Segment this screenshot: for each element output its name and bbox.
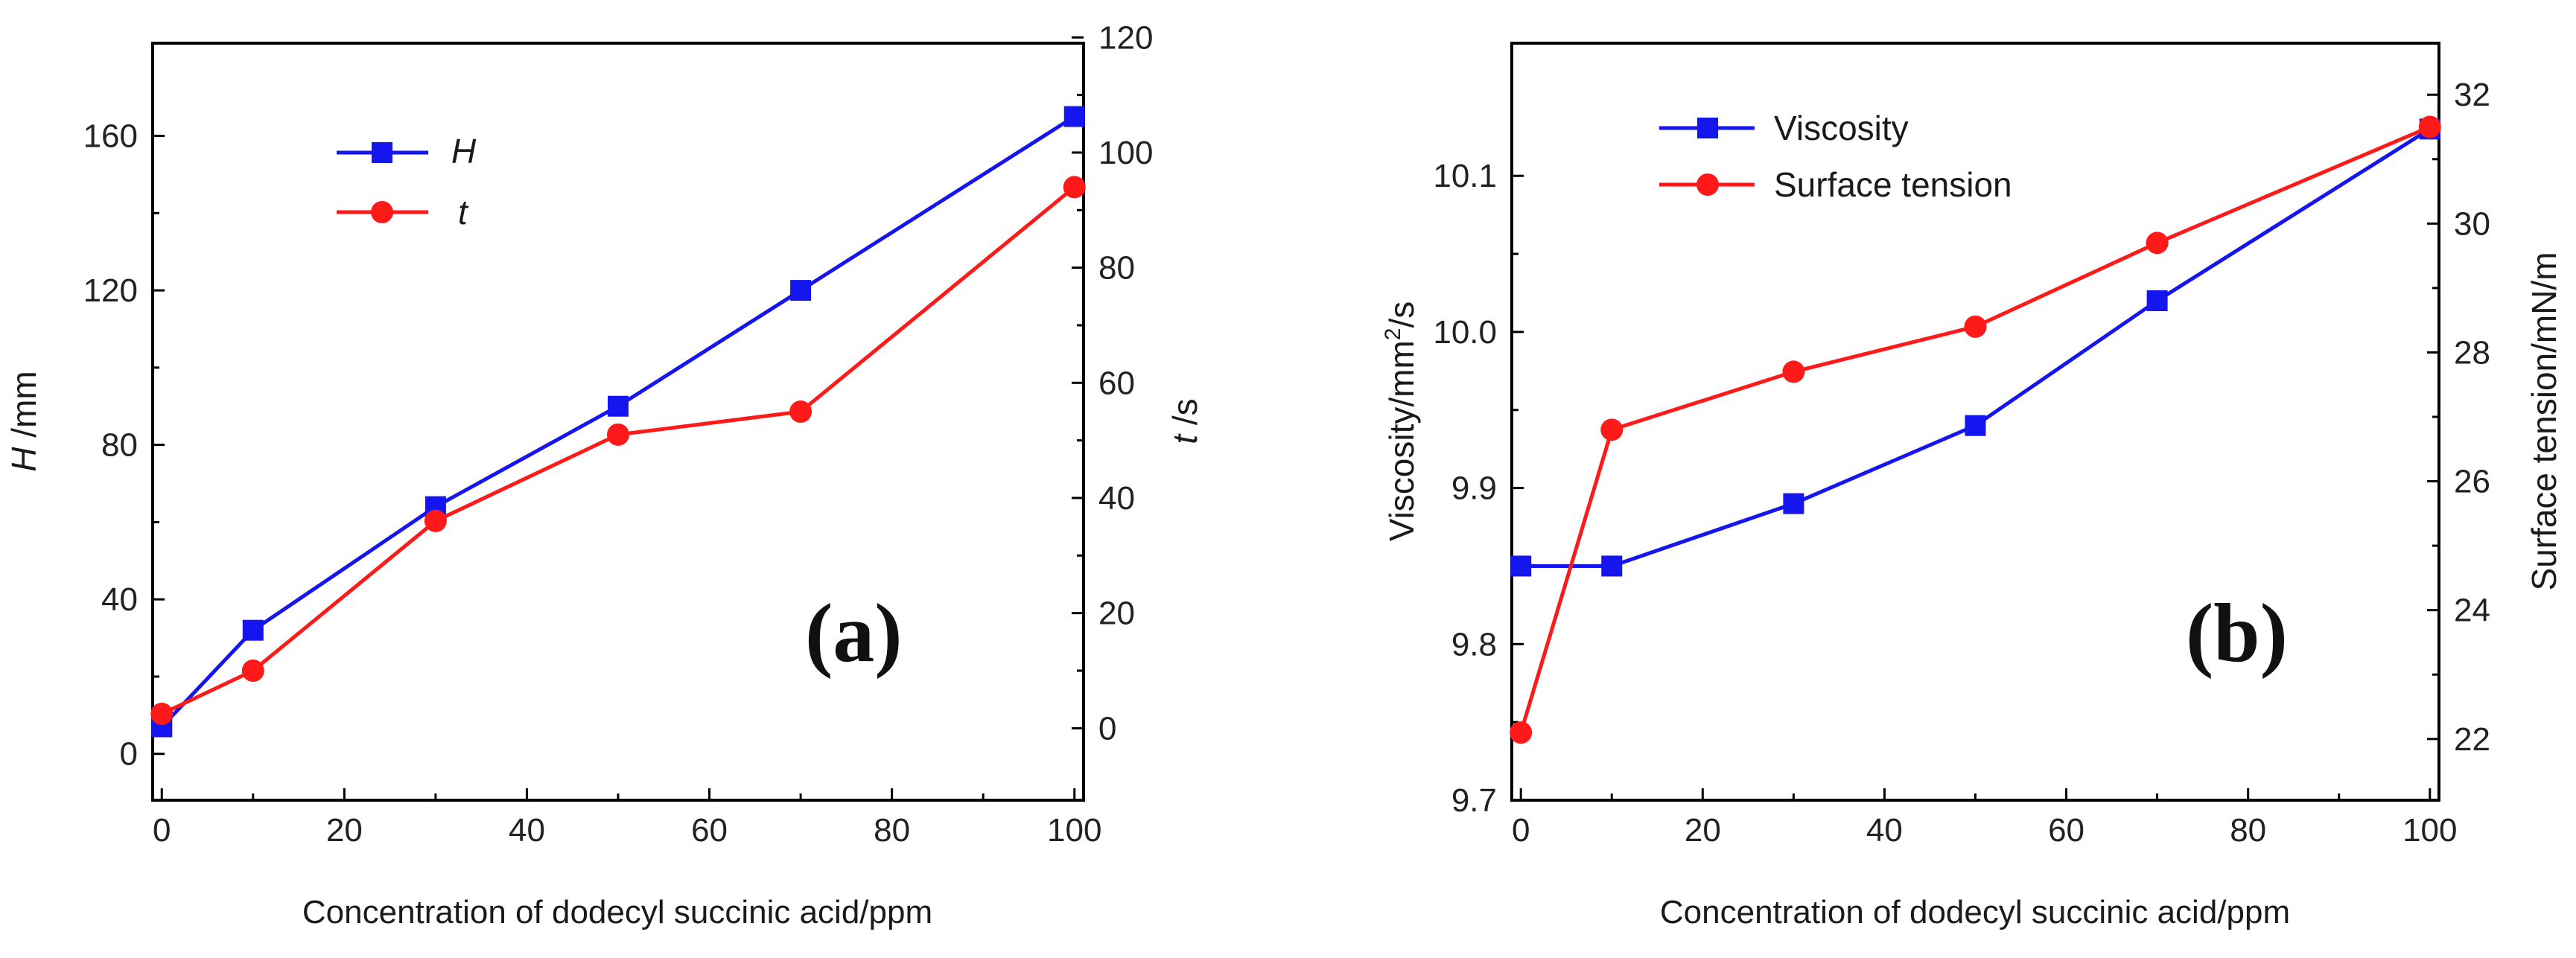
data-point-viscosity bbox=[1965, 415, 1986, 436]
right-tick-label: 80 bbox=[1098, 250, 1135, 287]
x-tick-label: 100 bbox=[1047, 812, 1101, 849]
panel-b-label: (b) bbox=[2186, 587, 2288, 680]
data-point-viscosity bbox=[1601, 555, 1623, 577]
right-tick-label: 32 bbox=[2454, 77, 2490, 113]
data-point-h bbox=[242, 619, 264, 641]
data-point-surface-tension bbox=[1510, 721, 1533, 744]
left-axis-unit: /mm bbox=[4, 371, 43, 447]
x-tick-label: 80 bbox=[2230, 812, 2266, 849]
viscosity-axis-tail: /s bbox=[1382, 301, 1421, 328]
panel-b-legend: Viscosity Surface tension bbox=[1659, 109, 2012, 204]
left-tick-label: 160 bbox=[83, 118, 138, 155]
viscosity-axis-sup: 2 bbox=[1381, 328, 1405, 341]
panel-a: 0 20 40 60 80 100 0 40 80 120 160 0 20 40 60 80 100 120… bbox=[4, 19, 1204, 930]
legend-viscosity-marker bbox=[1697, 118, 1718, 138]
viscosity-axis-main: Viscosity/mm bbox=[1382, 340, 1421, 541]
left-tick-label: 80 bbox=[101, 427, 138, 464]
panel-b-series bbox=[1510, 115, 2441, 744]
data-point-t bbox=[1063, 176, 1086, 199]
panel-a-left-axis-title: H /mm bbox=[4, 371, 43, 471]
left-axis-var: H bbox=[4, 447, 43, 472]
x-tick-label: 20 bbox=[1685, 812, 1721, 849]
right-tick-label: 0 bbox=[1098, 710, 1116, 747]
right-tick-label: 22 bbox=[2454, 721, 2490, 758]
x-tick-label: 20 bbox=[326, 812, 363, 849]
x-tick-label: 100 bbox=[2402, 812, 2457, 849]
panel-b-left-axis-title: Viscosity/mm2/s bbox=[1381, 301, 1421, 542]
x-tick-label: 40 bbox=[509, 812, 545, 849]
series-line-t bbox=[161, 185, 1076, 716]
left-tick-label: 9.7 bbox=[1451, 782, 1497, 819]
x-tick-label: 0 bbox=[153, 812, 171, 849]
left-tick-label: 120 bbox=[83, 272, 138, 309]
right-tick-label: 28 bbox=[2454, 334, 2490, 371]
panel-a-x-axis-title: Concentration of dodecyl succinic acid/p… bbox=[302, 894, 932, 930]
panel-b: 0 20 40 60 80 100 9.7 9.8 9.9 10.0 10.1 22 24 26 28 3… bbox=[1381, 42, 2563, 930]
data-point-viscosity bbox=[1510, 555, 1532, 577]
right-tick-label: 120 bbox=[1098, 19, 1153, 56]
panel-a-right-axis-title: t /s bbox=[1165, 398, 1204, 444]
x-tick-label: 40 bbox=[1866, 812, 1903, 849]
data-point-t bbox=[789, 400, 812, 423]
right-tick-label: 26 bbox=[2454, 464, 2490, 500]
series-line-surface-tension bbox=[1518, 125, 2431, 733]
left-tick-label: 40 bbox=[101, 581, 138, 618]
panel-a-label: (a) bbox=[805, 587, 903, 680]
panel-b-right-axis-title: Surface tension/mN/m bbox=[2525, 252, 2563, 590]
data-point-viscosity bbox=[1783, 493, 1804, 514]
data-point-surface-tension bbox=[2146, 231, 2169, 255]
panel-a-left-ticks: 0 40 80 120 160 bbox=[83, 118, 165, 773]
right-axis-var: t bbox=[1165, 433, 1204, 444]
series-line-h bbox=[160, 115, 1076, 729]
data-point-surface-tension bbox=[1782, 360, 1805, 383]
panel-b-left-ticks: 9.7 9.8 9.9 10.0 10.1 bbox=[1433, 158, 1524, 819]
panel-a-series bbox=[150, 106, 1086, 738]
panel-a-legend: H t bbox=[337, 132, 477, 231]
data-point-viscosity bbox=[2146, 290, 2168, 311]
x-tick-label: 60 bbox=[2048, 812, 2084, 849]
x-tick-label: 80 bbox=[874, 812, 910, 849]
left-tick-label: 10.1 bbox=[1433, 158, 1497, 194]
data-point-surface-tension bbox=[2418, 115, 2441, 138]
left-tick-label: 9.8 bbox=[1451, 626, 1497, 662]
panel-a-x-ticks: 0 20 40 60 80 100 bbox=[153, 788, 1101, 849]
series-line-viscosity bbox=[1521, 127, 2432, 568]
x-tick-label: 60 bbox=[691, 812, 728, 849]
legend-viscosity-label: Viscosity bbox=[1774, 109, 1909, 147]
panel-a-right-ticks: 0 20 40 60 80 100 120 bbox=[1072, 19, 1153, 747]
data-point-surface-tension bbox=[1964, 315, 1987, 338]
data-point-h bbox=[1063, 106, 1085, 127]
right-tick-label: 100 bbox=[1098, 135, 1153, 171]
left-tick-label: 0 bbox=[120, 736, 138, 773]
legend-h-marker bbox=[372, 142, 392, 163]
panel-b-x-ticks: 0 20 40 60 80 100 bbox=[1512, 788, 2458, 849]
data-point-t bbox=[607, 423, 629, 446]
panel-b-x-axis-title: Concentration of dodecyl succinic acid/p… bbox=[1660, 894, 2290, 930]
legend-surface-label: Surface tension bbox=[1774, 165, 2012, 204]
right-tick-label: 60 bbox=[1098, 365, 1135, 401]
left-tick-label: 10.0 bbox=[1433, 314, 1497, 351]
data-point-t bbox=[150, 702, 174, 725]
panel-a-plot-frame bbox=[151, 42, 1085, 802]
panel-b-right-ticks: 22 24 26 28 30 32 bbox=[2427, 77, 2490, 758]
right-axis-unit: /s bbox=[1165, 398, 1204, 435]
legend-t-label: t bbox=[458, 193, 469, 231]
data-point-h bbox=[790, 280, 812, 301]
legend-surface-marker bbox=[1696, 173, 1719, 196]
left-tick-label: 9.9 bbox=[1451, 470, 1497, 507]
right-tick-label: 20 bbox=[1098, 595, 1135, 632]
data-point-surface-tension bbox=[1600, 418, 1623, 441]
right-tick-label: 30 bbox=[2454, 205, 2490, 242]
right-tick-label: 40 bbox=[1098, 480, 1135, 517]
data-point-t bbox=[241, 659, 264, 682]
legend-h-label: H bbox=[451, 132, 477, 170]
data-point-h bbox=[608, 395, 629, 417]
data-point-t bbox=[424, 509, 447, 532]
right-tick-label: 24 bbox=[2454, 593, 2490, 629]
x-tick-label: 0 bbox=[1512, 812, 1530, 849]
legend-t-marker bbox=[371, 201, 393, 223]
